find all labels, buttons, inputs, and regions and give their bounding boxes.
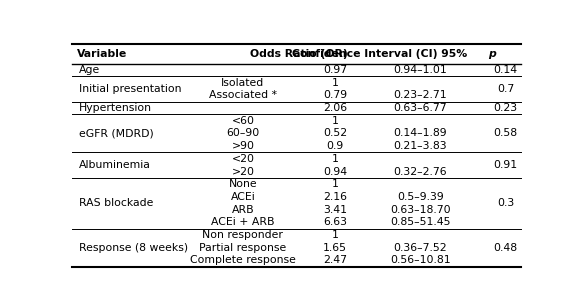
Text: Partial response: Partial response (199, 243, 287, 253)
Text: 2.06: 2.06 (323, 103, 347, 113)
Text: 0.63–18.70: 0.63–18.70 (390, 205, 450, 215)
Text: >90: >90 (232, 141, 254, 151)
Text: 1: 1 (331, 154, 338, 164)
Text: 6.63: 6.63 (323, 217, 347, 227)
Text: 1: 1 (331, 179, 338, 189)
Text: 0.56–10.81: 0.56–10.81 (390, 255, 450, 265)
Text: Hypertension: Hypertension (79, 103, 152, 113)
Text: 0.94: 0.94 (323, 167, 347, 177)
Text: 60–90: 60–90 (226, 128, 259, 138)
Text: 0.21–3.83: 0.21–3.83 (393, 141, 447, 151)
Text: 0.23–2.71: 0.23–2.71 (393, 90, 447, 100)
Text: 0.97: 0.97 (323, 65, 347, 75)
Text: 1: 1 (331, 78, 338, 88)
Text: >20: >20 (232, 167, 254, 177)
Text: 0.48: 0.48 (493, 243, 518, 253)
Text: 0.91: 0.91 (493, 160, 518, 170)
Text: ACEi: ACEi (230, 192, 255, 202)
Text: 0.32–2.76: 0.32–2.76 (393, 167, 447, 177)
Text: <20: <20 (232, 154, 254, 164)
Text: ARB: ARB (232, 205, 254, 215)
Text: <60: <60 (232, 116, 254, 126)
Text: 0.23: 0.23 (493, 103, 518, 113)
Text: 1.65: 1.65 (323, 243, 347, 253)
Text: Confidence Interval (CI) 95%: Confidence Interval (CI) 95% (292, 48, 467, 59)
Text: Associated *: Associated * (209, 90, 277, 100)
Text: None: None (229, 179, 257, 189)
Text: eGFR (MDRD): eGFR (MDRD) (79, 128, 154, 138)
Text: 0.36–7.52: 0.36–7.52 (393, 243, 447, 253)
Text: 0.14–1.89: 0.14–1.89 (393, 128, 447, 138)
Text: 2.47: 2.47 (323, 255, 347, 265)
Text: Variable: Variable (77, 48, 127, 59)
Text: Complete response: Complete response (190, 255, 296, 265)
Text: 0.5–9.39: 0.5–9.39 (397, 192, 444, 202)
Text: Age: Age (79, 65, 100, 75)
Text: Non responder: Non responder (203, 230, 283, 240)
Text: 0.94–1.01: 0.94–1.01 (393, 65, 447, 75)
Text: 0.7: 0.7 (497, 84, 514, 94)
Text: 0.85–51.45: 0.85–51.45 (390, 217, 450, 227)
Text: 1: 1 (331, 230, 338, 240)
Text: Initial presentation: Initial presentation (79, 84, 182, 94)
Text: 0.3: 0.3 (497, 198, 514, 208)
Text: ACEi + ARB: ACEi + ARB (211, 217, 274, 227)
Text: 0.63–6.77: 0.63–6.77 (393, 103, 447, 113)
Text: 3.41: 3.41 (323, 205, 347, 215)
Text: Odds Ratio (OR): Odds Ratio (OR) (250, 48, 348, 59)
Text: 0.9: 0.9 (326, 141, 343, 151)
Text: 1: 1 (331, 116, 338, 126)
Text: 0.79: 0.79 (323, 90, 347, 100)
Text: p: p (488, 48, 496, 59)
Text: RAS blockade: RAS blockade (79, 198, 153, 208)
Text: Albuminemia: Albuminemia (79, 160, 151, 170)
Text: 2.16: 2.16 (323, 192, 347, 202)
Text: 0.58: 0.58 (493, 128, 518, 138)
Text: 0.52: 0.52 (323, 128, 347, 138)
Text: 0.14: 0.14 (493, 65, 518, 75)
Text: Response (8 weeks): Response (8 weeks) (79, 243, 188, 253)
Text: Isolated: Isolated (221, 78, 265, 88)
